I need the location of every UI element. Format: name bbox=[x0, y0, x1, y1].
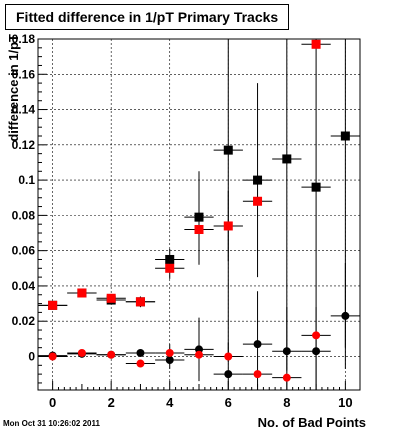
data-point-square bbox=[194, 224, 204, 234]
data-point-square bbox=[253, 175, 263, 185]
data-point-circle bbox=[48, 352, 57, 361]
x-tick-label: 10 bbox=[338, 395, 352, 410]
data-point-circle bbox=[282, 347, 291, 356]
x-tick-label: 0 bbox=[49, 395, 56, 410]
x-tick-label: 2 bbox=[108, 395, 115, 410]
y-tick-label: 0.1 bbox=[18, 173, 35, 187]
y-tick-label: 0.16 bbox=[12, 67, 36, 81]
data-point-square bbox=[48, 300, 58, 310]
timestamp: Mon Oct 31 10:26:02 2011 bbox=[3, 419, 100, 428]
data-point-circle bbox=[253, 370, 262, 379]
y-tick-label: 0.08 bbox=[12, 208, 36, 222]
data-point-square bbox=[311, 182, 321, 192]
data-point-square bbox=[223, 221, 233, 231]
data-point-circle bbox=[312, 347, 321, 356]
data-point-circle bbox=[165, 348, 174, 357]
plot-frame bbox=[37, 38, 361, 391]
x-tick-label: 4 bbox=[166, 395, 174, 410]
data-point-circle bbox=[282, 373, 291, 382]
y-tick-label: 0.14 bbox=[12, 103, 36, 117]
y-axis-label: difference in 1/pT bbox=[6, 34, 21, 142]
data-point-circle bbox=[136, 348, 145, 357]
y-tick-label: 0.06 bbox=[12, 244, 36, 258]
data-point-square bbox=[77, 288, 87, 298]
data-point-circle bbox=[107, 350, 116, 359]
y-tick-label: 0.12 bbox=[12, 138, 36, 152]
data-point-square bbox=[340, 131, 350, 141]
data-point-circle bbox=[77, 348, 86, 357]
data-point-circle bbox=[224, 370, 233, 379]
data-point-circle bbox=[341, 311, 350, 320]
data-point-square bbox=[165, 263, 175, 273]
data-point-circle bbox=[224, 352, 233, 361]
data-point-square bbox=[223, 145, 233, 155]
data-point-square bbox=[282, 154, 292, 164]
data-point-square bbox=[106, 293, 116, 303]
data-point-square bbox=[311, 39, 321, 49]
data-point-square bbox=[253, 196, 263, 206]
data-point-circle bbox=[253, 340, 262, 349]
data-point-square bbox=[135, 297, 145, 307]
data-point-circle bbox=[312, 331, 321, 340]
y-tick-label: 0 bbox=[28, 349, 35, 363]
y-tick-label: 0.18 bbox=[12, 32, 36, 46]
x-axis-label: No. of Bad Points bbox=[258, 415, 366, 430]
x-tick-label: 6 bbox=[225, 395, 232, 410]
data-point-circle bbox=[195, 350, 203, 359]
x-tick-label: 8 bbox=[283, 395, 290, 410]
y-tick-label: 0.02 bbox=[12, 314, 36, 328]
data-point-circle bbox=[136, 359, 145, 368]
y-tick-label: 0.04 bbox=[12, 279, 36, 293]
chart-title: Fitted difference in 1/pT Primary Tracks bbox=[5, 4, 290, 30]
